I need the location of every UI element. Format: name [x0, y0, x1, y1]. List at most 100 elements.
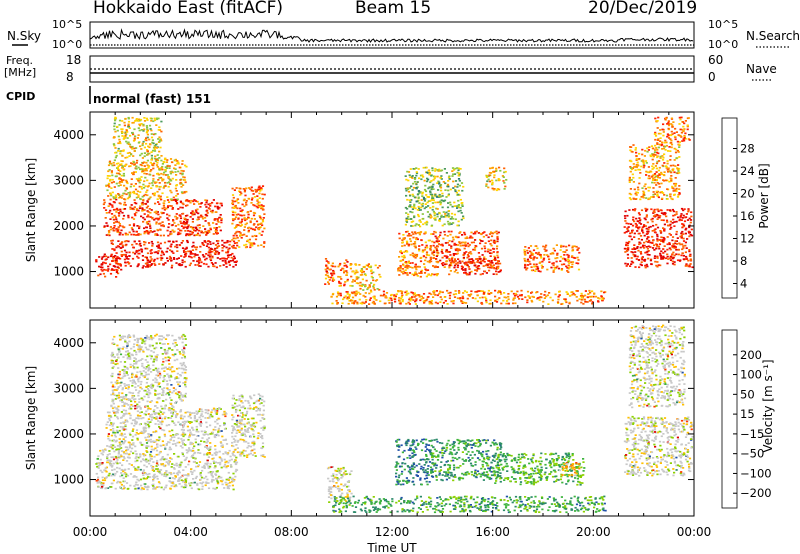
scatter-cell	[482, 265, 485, 267]
scatter-cell	[147, 214, 150, 216]
scatter-cell	[205, 201, 208, 204]
power-scatter	[95, 116, 694, 305]
scatter-cell	[142, 477, 145, 480]
scatter-cell	[363, 302, 366, 305]
scatter-cell	[139, 179, 142, 182]
scatter-cell	[641, 187, 644, 189]
scatter-cell	[152, 466, 155, 468]
scatter-cell	[146, 223, 149, 225]
scatter-cell	[203, 240, 206, 242]
scatter-cell	[130, 153, 133, 156]
scatter-cell	[232, 265, 235, 268]
scatter-cell	[197, 218, 200, 220]
scatter-cell	[135, 196, 138, 199]
scatter-cell	[135, 168, 138, 170]
scatter-cell	[470, 293, 473, 296]
scatter-cell	[153, 218, 156, 221]
scatter-cell	[196, 482, 199, 485]
scatter-cell	[493, 231, 496, 234]
scatter-cell	[406, 198, 409, 201]
scatter-cell	[479, 232, 482, 235]
scatter-cell	[343, 264, 346, 267]
scatter-cell	[184, 215, 188, 217]
scatter-cell	[630, 257, 633, 259]
scatter-cell	[181, 160, 184, 162]
scatter-cell	[240, 214, 243, 217]
scatter-cell	[217, 240, 220, 242]
scatter-cell	[186, 239, 189, 242]
scatter-cell	[113, 186, 116, 188]
scatter-cell	[189, 201, 192, 204]
scatter-cell	[116, 129, 119, 132]
scatter-cell	[629, 170, 632, 173]
scatter-cell	[182, 170, 185, 172]
scatter-cell	[670, 117, 673, 120]
scatter-cell	[207, 222, 210, 225]
scatter-cell	[442, 181, 445, 183]
scatter-cell	[227, 261, 230, 263]
scatter-cell	[554, 257, 557, 260]
scatter-cell	[112, 257, 115, 259]
scatter-cell	[493, 239, 496, 242]
scatter-cell	[198, 258, 201, 260]
scatter-cell	[148, 260, 151, 263]
scatter-cell	[676, 196, 680, 198]
scatter-cell	[656, 174, 659, 177]
scatter-cell	[135, 211, 138, 214]
scatter-cell	[670, 123, 673, 125]
scatter-cell	[132, 230, 135, 233]
scatter-cell	[134, 483, 137, 486]
scatter-cell	[491, 181, 494, 184]
scatter-cell	[186, 221, 189, 223]
scatter-cell	[190, 450, 193, 452]
scatter-cell	[652, 187, 655, 189]
scatter-cell	[221, 483, 224, 486]
scatter-cell	[483, 270, 487, 273]
scatter-cell	[206, 453, 209, 456]
scatter-cell	[169, 245, 173, 248]
scatter-cell	[150, 464, 153, 467]
scatter-cell	[214, 211, 217, 213]
scatter-cell	[638, 182, 641, 185]
scatter-cell	[424, 231, 427, 233]
scatter-cell	[666, 162, 669, 165]
scatter-cell	[436, 241, 439, 243]
scatter-cell	[641, 230, 644, 232]
scatter-cell	[146, 257, 149, 260]
scatter-cell	[100, 485, 104, 488]
scatter-cell	[211, 454, 214, 456]
scatter-cell	[190, 212, 193, 214]
scatter-cell	[678, 146, 681, 148]
scatter-cell	[136, 255, 139, 258]
scatter-cell	[123, 452, 126, 455]
scatter-cell	[670, 141, 673, 144]
scatter-cell	[136, 265, 139, 268]
scatter-cell	[158, 203, 161, 205]
scatter-cell	[372, 279, 375, 282]
scatter-cell	[439, 184, 443, 186]
scatter-cell	[173, 167, 176, 170]
scatter-cell	[662, 257, 665, 260]
scatter-cell	[144, 459, 147, 462]
scatter-cell	[101, 270, 104, 272]
scatter-cell	[563, 263, 566, 266]
scatter-cell	[655, 247, 658, 250]
scatter-cell	[119, 243, 122, 246]
scatter-cell	[330, 272, 333, 275]
scatter-cell	[339, 284, 342, 287]
scatter-cell	[682, 233, 685, 235]
scatter-cell	[136, 209, 139, 211]
scatter-cell	[492, 258, 495, 261]
scatter-cell	[134, 214, 137, 217]
scatter-cell	[457, 204, 461, 206]
scatter-cell	[672, 214, 675, 217]
scatter-cell	[524, 260, 527, 263]
scatter-cell	[358, 298, 361, 301]
scatter-cell	[443, 223, 446, 226]
scatter-cell	[148, 143, 152, 145]
scatter-cell	[155, 221, 158, 224]
scatter-cell	[651, 241, 654, 244]
scatter-cell	[119, 232, 122, 234]
scatter-cell	[261, 224, 264, 227]
scatter-cell	[239, 207, 242, 210]
